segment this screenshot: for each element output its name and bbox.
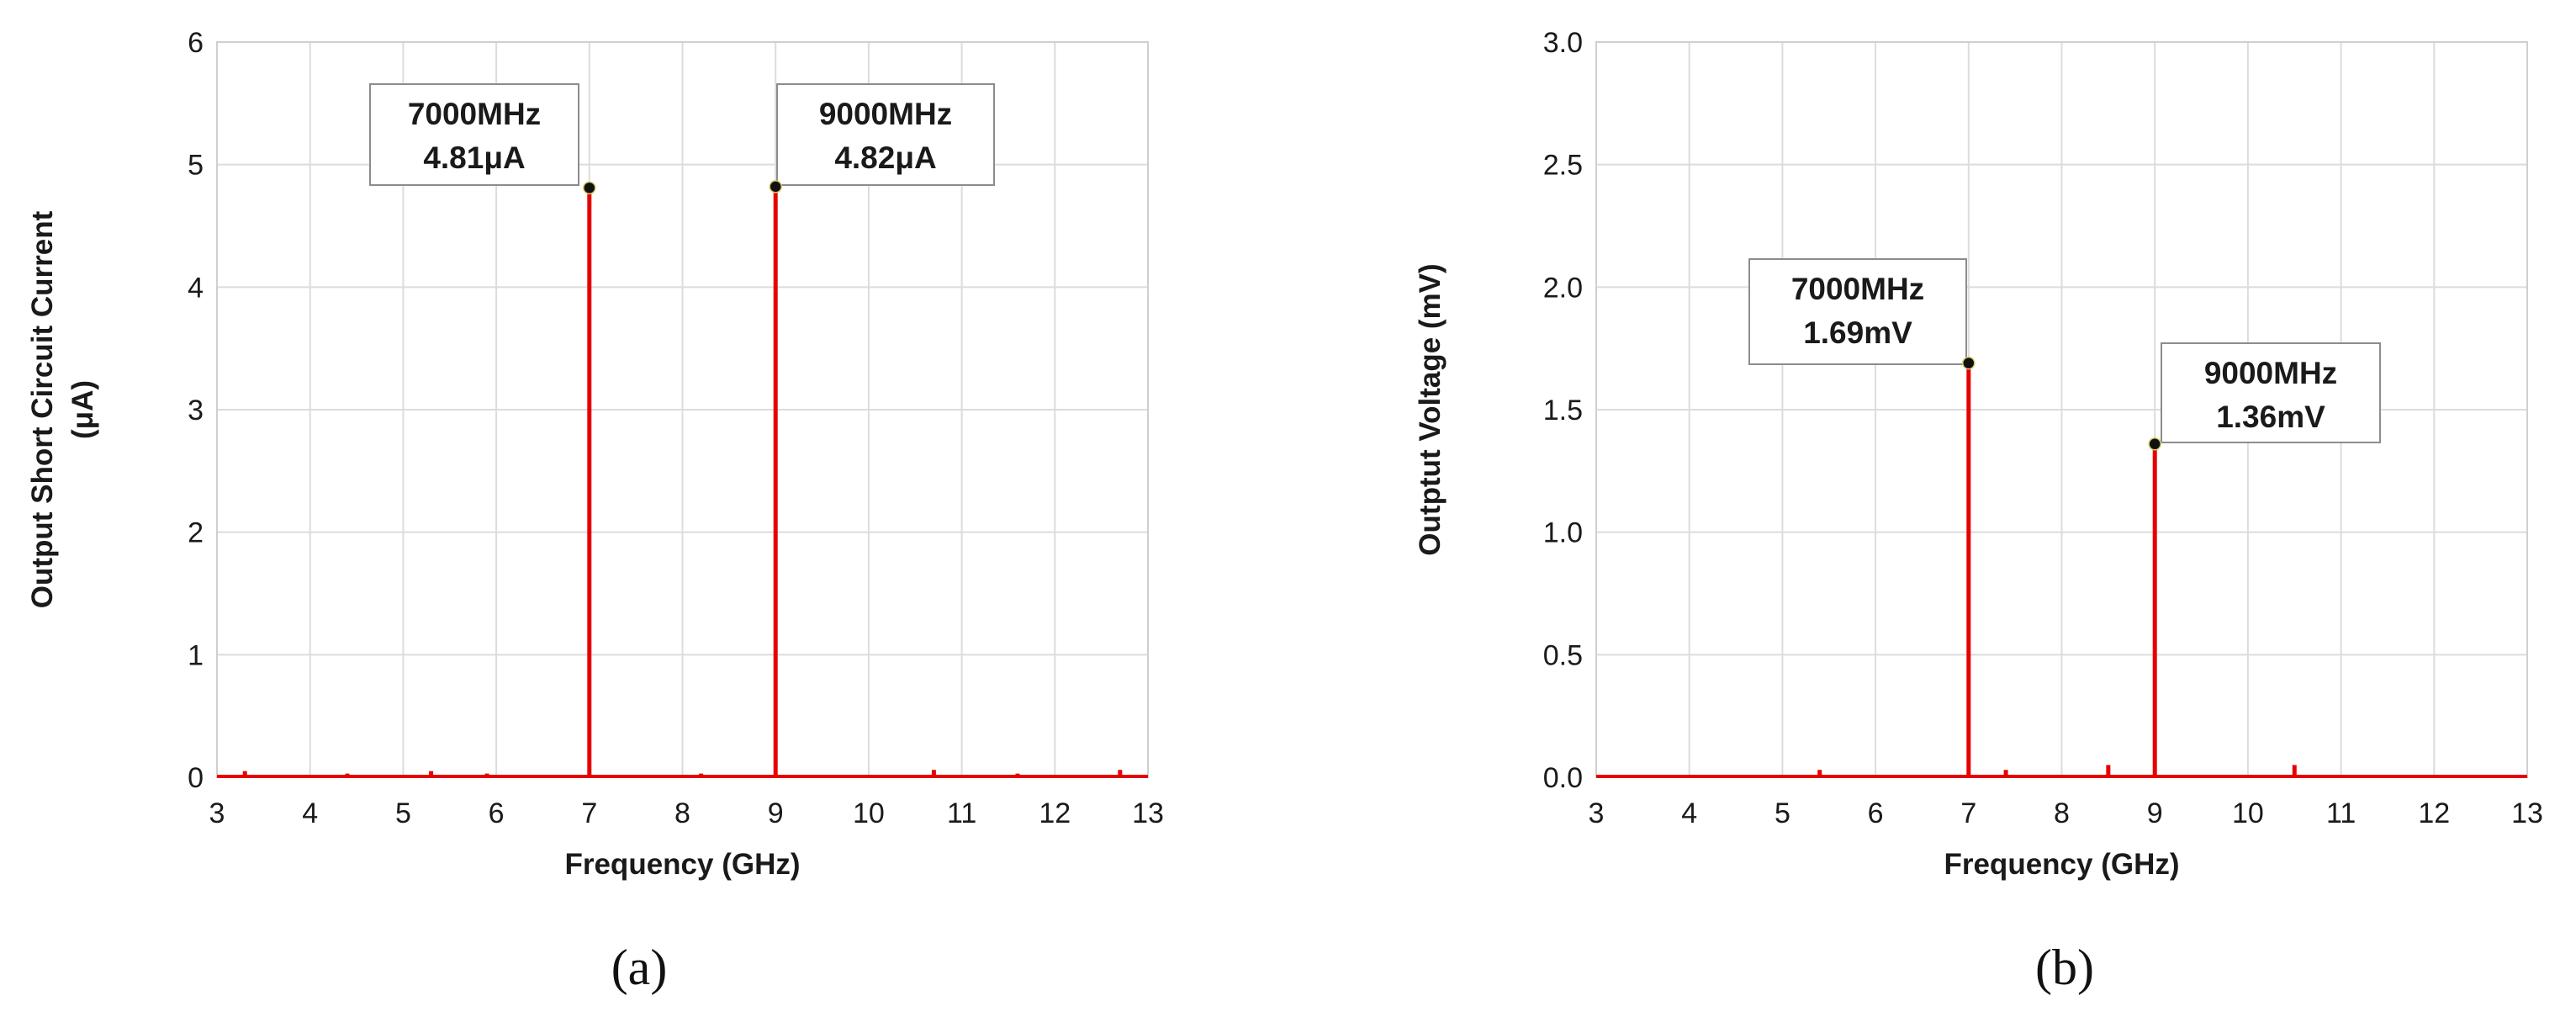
peak-annotation-box [776,83,995,186]
y-tick-label: 3 [188,395,204,426]
x-tick-label: 12 [2418,797,2450,829]
y-tick-label: 3.0 [1543,27,1583,59]
peak-annotation-box [2161,342,2381,443]
x-tick-label: 9 [768,797,784,829]
peak-annotation-box [369,83,579,186]
panel-label: (b) [2035,940,2094,995]
peak-value-label: 1.36mV [2216,400,2325,434]
x-tick-label: 13 [1132,797,1164,829]
y-tick-label: 0.0 [1543,762,1583,794]
y-tick-label: 2 [188,517,204,549]
chart-panel-b: 3 4 5 6 7 8 9 10 11 12 13 0.0 0.5 1.0 1.5 2.0 2.5 3.0 Freq… [1414,27,2543,995]
peak-frequency-label: 7000MHz [1791,272,1924,306]
peak-marker [2148,437,2161,451]
x-tick-label: 5 [1775,797,1791,829]
peak-marker [583,181,596,195]
y-tick-label: 1.0 [1543,517,1583,549]
x-tick-label: 6 [489,797,505,829]
y-tick-label: 4 [188,272,204,304]
x-tick-label: 12 [1039,797,1071,829]
x-tick-label: 9 [2147,797,2163,829]
x-tick-label: 13 [2511,797,2543,829]
x-tick-label: 11 [947,797,976,829]
x-tick-label: 7 [1960,797,1976,829]
peak-value-label: 1.69mV [1803,315,1912,350]
x-tick-label: 4 [1681,797,1697,829]
y-tick-label: 0 [188,762,204,794]
x-tick-label: 10 [2232,797,2264,829]
x-axis-label: Frequency (GHz) [1944,848,2179,881]
x-tick-label: 5 [395,797,411,829]
x-tick-label: 11 [2326,797,2356,829]
x-tick-label: 6 [1868,797,1884,829]
y-tick-label: 1.5 [1543,395,1583,426]
x-tick-label: 3 [1589,797,1605,829]
peak-frequency-label: 9000MHz [2204,356,2337,390]
x-tick-label: 10 [853,797,885,829]
y-tick-label: 2.5 [1543,150,1583,182]
y-tick-label: 6 [188,27,204,59]
x-tick-label: 7 [581,797,597,829]
y-axis-label: (μA) [66,380,99,439]
peak-marker [1962,356,1976,370]
y-axis-label: Output Short Circuit Current [26,210,59,608]
x-tick-label: 3 [209,797,225,829]
x-axis-label: Frequency (GHz) [564,848,800,881]
peak-marker [769,180,782,193]
panel-label: (a) [611,940,668,995]
peak-value-label: 4.81μA [423,140,525,175]
y-axis-label: Outptut Voltage (mV) [1414,263,1447,555]
x-tick-label: 8 [2054,797,2070,829]
x-tick-label: 8 [674,797,690,829]
peak-frequency-label: 7000MHz [408,97,541,131]
y-tick-label: 0.5 [1543,639,1583,671]
peak-annotation-box [1748,258,1967,365]
y-tick-label: 1 [188,639,204,671]
peak-value-label: 4.82μA [834,140,936,175]
y-tick-label: 2.0 [1543,272,1583,304]
peak-frequency-label: 9000MHz [819,97,952,131]
y-tick-label: 5 [188,150,204,182]
x-tick-label: 4 [302,797,318,829]
